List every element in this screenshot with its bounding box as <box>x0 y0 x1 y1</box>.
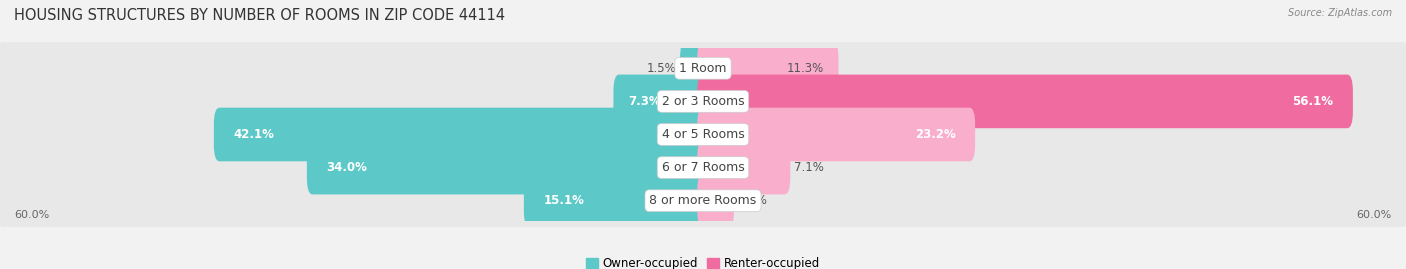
Text: 7.1%: 7.1% <box>794 161 824 174</box>
Text: Source: ZipAtlas.com: Source: ZipAtlas.com <box>1288 8 1392 18</box>
FancyBboxPatch shape <box>697 75 1353 128</box>
Text: 2.2%: 2.2% <box>738 194 768 207</box>
Text: HOUSING STRUCTURES BY NUMBER OF ROOMS IN ZIP CODE 44114: HOUSING STRUCTURES BY NUMBER OF ROOMS IN… <box>14 8 505 23</box>
Text: 60.0%: 60.0% <box>14 210 49 220</box>
FancyBboxPatch shape <box>0 75 1406 128</box>
Text: 42.1%: 42.1% <box>233 128 274 141</box>
FancyBboxPatch shape <box>697 141 790 194</box>
Legend: Owner-occupied, Renter-occupied: Owner-occupied, Renter-occupied <box>586 257 820 269</box>
FancyBboxPatch shape <box>697 108 976 161</box>
FancyBboxPatch shape <box>307 141 709 194</box>
FancyBboxPatch shape <box>613 75 709 128</box>
FancyBboxPatch shape <box>697 41 838 95</box>
Text: 2 or 3 Rooms: 2 or 3 Rooms <box>662 95 744 108</box>
Text: 11.3%: 11.3% <box>786 62 824 75</box>
Text: 4 or 5 Rooms: 4 or 5 Rooms <box>662 128 744 141</box>
FancyBboxPatch shape <box>524 174 709 228</box>
FancyBboxPatch shape <box>214 108 709 161</box>
Text: 1 Room: 1 Room <box>679 62 727 75</box>
FancyBboxPatch shape <box>0 108 1406 161</box>
Text: 7.3%: 7.3% <box>628 95 661 108</box>
Text: 23.2%: 23.2% <box>915 128 956 141</box>
Text: 60.0%: 60.0% <box>1357 210 1392 220</box>
FancyBboxPatch shape <box>681 41 709 95</box>
FancyBboxPatch shape <box>0 175 1406 227</box>
FancyBboxPatch shape <box>0 42 1406 94</box>
FancyBboxPatch shape <box>0 141 1406 194</box>
Text: 56.1%: 56.1% <box>1292 95 1333 108</box>
Text: 15.1%: 15.1% <box>543 194 585 207</box>
Text: 8 or more Rooms: 8 or more Rooms <box>650 194 756 207</box>
Text: 1.5%: 1.5% <box>647 62 676 75</box>
Text: 6 or 7 Rooms: 6 or 7 Rooms <box>662 161 744 174</box>
Text: 34.0%: 34.0% <box>326 161 367 174</box>
FancyBboxPatch shape <box>697 174 734 228</box>
